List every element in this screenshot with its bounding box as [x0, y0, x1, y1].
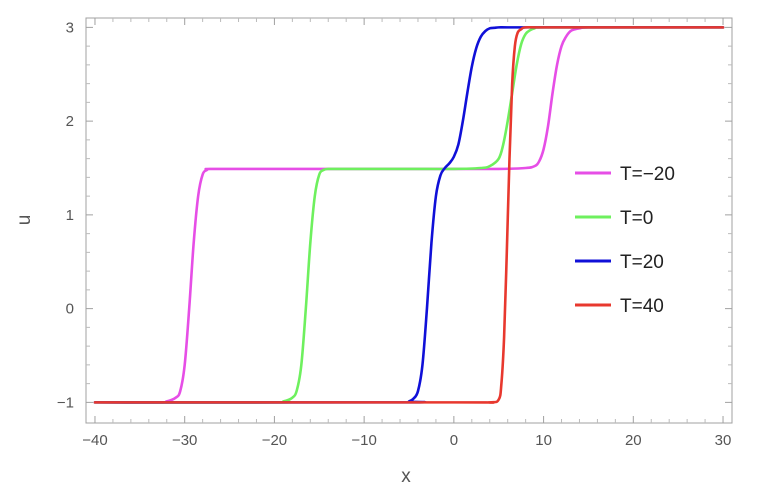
- series-line-1: [93, 26, 725, 404]
- legend-entry: T=0: [620, 208, 653, 229]
- x-tick-label: −30: [172, 432, 197, 449]
- x-tick-label: 20: [625, 432, 642, 449]
- y-tick-label: 3: [66, 19, 74, 36]
- legend-entry: T=−20: [620, 164, 675, 185]
- x-axis-title: x: [401, 466, 411, 487]
- legend: T=−20 T=0 T=20 T=40: [575, 164, 675, 317]
- series-line-2: [93, 26, 725, 404]
- y-axis-title: u: [14, 215, 35, 226]
- x-tick-label: 10: [535, 432, 552, 449]
- y-tick-label: 0: [66, 301, 74, 318]
- x-tick-label: −20: [262, 432, 287, 449]
- x-tick-label: −10: [351, 432, 376, 449]
- plot-frame: [85, 17, 733, 424]
- series-line-0: [93, 26, 725, 404]
- series-line-3: [93, 25, 725, 404]
- legend-entry: T=40: [620, 296, 664, 317]
- y-tick-label: 2: [66, 113, 74, 130]
- series-lines: [93, 25, 725, 404]
- x-tick-label: 0: [450, 432, 458, 449]
- y-tick-label: −1: [57, 394, 74, 411]
- x-tick-label: −40: [82, 432, 107, 449]
- y-tick-label: 1: [66, 207, 74, 224]
- legend-entry: T=20: [620, 252, 664, 273]
- x-tick-label: 30: [715, 432, 732, 449]
